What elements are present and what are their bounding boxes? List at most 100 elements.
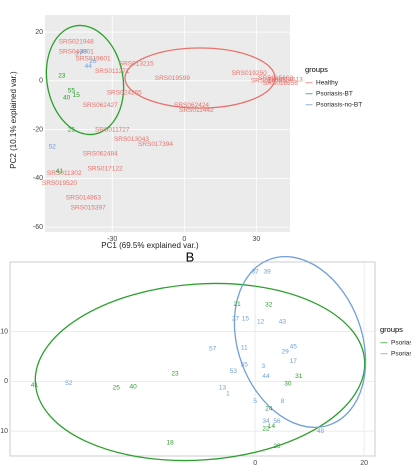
point-label: 21 [234, 301, 242, 308]
point-label: 39 [264, 269, 272, 276]
point-label: SRS018656 [263, 80, 298, 87]
point-label: SRS024265 [107, 90, 142, 97]
point-label: 41 [31, 382, 39, 389]
point-label: 40 [63, 95, 71, 102]
point-label: 55 [241, 362, 249, 369]
point-label: 55 [68, 87, 76, 94]
point-label: 44 [85, 63, 93, 70]
chart-panel: 020100-104125402318213224311422263052572… [0, 255, 411, 467]
point-label: 39 [80, 48, 88, 55]
point-label: SRS062424 [174, 102, 209, 109]
y-tick-label: 0 [39, 78, 43, 85]
legend-title: groups [305, 65, 328, 74]
point-label: SRS013215 [119, 60, 154, 67]
y-tick-label: -60 [33, 224, 43, 231]
point-label: SRS019250 [232, 70, 267, 77]
point-label: 8 [281, 398, 285, 405]
point-label: 57 [209, 345, 217, 352]
point-label: 3 [262, 363, 266, 370]
x-tick-label: -30 [107, 236, 117, 243]
point-label: 31 [295, 373, 303, 380]
point-label: 15 [73, 92, 81, 99]
y-tick-label: 10 [0, 328, 8, 335]
point-label: SRS011302 [47, 170, 82, 177]
point-label: 25 [113, 385, 121, 392]
group-ellipse [34, 282, 366, 462]
legend-entry: Psoriasis-BT [391, 340, 411, 347]
point-label: 40 [130, 384, 138, 391]
point-label: SRS017122 [88, 165, 123, 172]
legend-entry: Healthy [316, 80, 339, 87]
point-label: SRS014863 [66, 195, 101, 202]
chart-panel: -30 0 30 20 0 -20 -40 -60 SRS019250 SRS019599 SRS0… [9, 15, 362, 264]
x-tick-label: 0 [182, 236, 186, 243]
point-label: 23 [171, 371, 179, 378]
y-tick-label: 20 [35, 29, 43, 36]
point-label: 26 [89, 58, 97, 65]
y-tick-label: -10 [0, 428, 8, 435]
legend-entry: Psoriasis-no-BT [316, 102, 362, 109]
point-label: 13 [219, 385, 227, 392]
legend-swatch: — [306, 102, 313, 109]
point-label: 17 [290, 358, 298, 365]
legend-swatch: — [306, 80, 313, 87]
legend-swatch: — [381, 351, 388, 358]
point-label: 29 [281, 348, 289, 355]
panel-letter: B [186, 249, 195, 264]
point-label: 14 [268, 423, 276, 430]
legend-swatch: — [381, 340, 388, 347]
point-label: 44 [262, 373, 270, 380]
point-label: SRS017394 [138, 141, 173, 148]
x-tick-label: 30 [252, 236, 260, 243]
y-axis-title: PC2 (10.1% explained var.) [9, 71, 18, 169]
plot-background [9, 261, 376, 457]
point-label: 37 [75, 51, 83, 58]
point-label: 24 [265, 405, 273, 412]
point-label: SRS019599 [155, 75, 190, 82]
legend-swatch: — [306, 91, 313, 98]
point-label: 1 [226, 391, 230, 398]
point-label: SRS015663 [258, 75, 293, 82]
point-label: SRS011271 [95, 68, 130, 75]
point-label: 53 [230, 368, 238, 375]
point-label: SRS062427 [83, 102, 118, 109]
point-label: SRS043001 [59, 48, 94, 55]
y-tick-label: -20 [33, 126, 43, 133]
group-ellipse [233, 255, 367, 429]
point-label: 37 [252, 269, 260, 276]
point-label: SRS014613 [268, 76, 303, 83]
point-label: 18 [167, 439, 175, 446]
point-label: 12 [257, 318, 265, 325]
y-tick-label: -40 [33, 175, 43, 182]
point-label: SRS062484 [83, 151, 118, 158]
point-label: SRS011727 [95, 126, 130, 133]
point-label: 32 [265, 301, 273, 308]
legend-title: groups [380, 325, 403, 334]
point-label: 26 [273, 443, 281, 450]
point-label: SRS013043 [114, 136, 149, 143]
group-ellipse [124, 47, 276, 109]
point-label: 30 [284, 381, 292, 388]
x-tick-label: 20 [360, 460, 368, 467]
point-label: 52 [49, 143, 57, 150]
point-label: 5 [253, 398, 257, 405]
point-label: SRS016095 [251, 78, 286, 85]
point-label: SRS021948 [59, 39, 94, 46]
x-tick-label: 0 [253, 460, 257, 467]
point-label: 43 [279, 318, 287, 325]
point-label: 45 [290, 343, 298, 350]
point-label: 11 [241, 344, 248, 351]
point-label: 41 [56, 168, 64, 175]
legend-entry: Psoriasis-no-BT [391, 351, 411, 358]
y-tick-label: 0 [4, 378, 8, 385]
point-label: 15 [242, 315, 250, 322]
point-label: SRS019520 [42, 180, 77, 187]
point-label: 56 [273, 418, 281, 425]
legend-entry: Psoriasis-BT [316, 91, 353, 98]
point-label: SRS015397 [71, 204, 106, 211]
point-label: 34 [262, 418, 270, 425]
point-label: 23 [58, 73, 66, 80]
point-label: 48 [317, 428, 325, 435]
point-label: 25 [68, 126, 76, 133]
